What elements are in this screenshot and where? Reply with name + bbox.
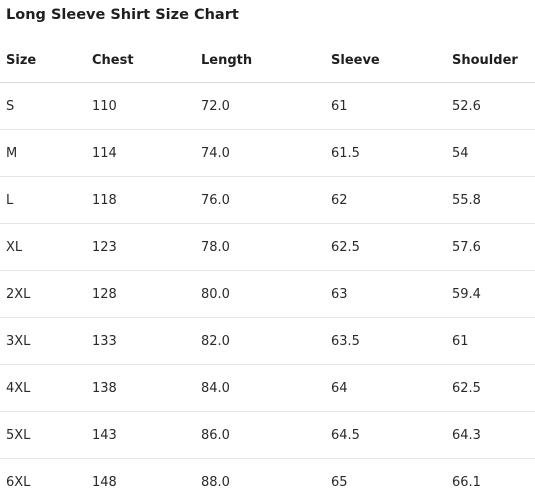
cell-shoulder: 52.6 [446,82,535,130]
cell-length: 74.0 [195,129,325,177]
table-header-row: Size Chest Length Sleeve Shoulder [0,38,535,83]
cell-shoulder: 55.8 [446,176,535,224]
cell-size: 5XL [0,411,86,459]
cell-chest: 148 [92,474,117,490]
cell-sleeve: 64.5 [325,411,446,459]
cell-length: 84.0 [195,364,325,412]
cell-length: 86.0 [195,411,325,459]
cell-length: 72.0 [195,82,325,130]
cell-chest: 114 [86,129,195,177]
cell-size: XL [0,223,86,271]
page-title: Long Sleeve Shirt Size Chart [6,7,239,23]
cell-chest: 123 [86,223,195,271]
header-size: Size [0,38,86,83]
cell-shoulder: 64.3 [446,411,535,459]
cell-length: 76.0 [195,176,325,224]
table-row: XL 123 78.0 62.5 57.6 [0,223,535,271]
cell-size: 6XL [6,474,31,490]
table-row: L 118 76.0 62 55.8 [0,176,535,224]
table-row: 6XL 148 88.0 65 66.1 [0,459,535,503]
cell-chest: 110 [86,82,195,130]
header-chest: Chest [86,38,195,83]
cell-chest: 143 [86,411,195,459]
cell-length: 80.0 [195,270,325,318]
table-row: M 114 74.0 61.5 54 [0,129,535,177]
header-shoulder: Shoulder [446,38,535,83]
header-sleeve: Sleeve [325,38,446,83]
cell-sleeve: 62 [325,176,446,224]
cell-chest: 118 [86,176,195,224]
cell-length: 82.0 [195,317,325,365]
cell-sleeve: 65 [331,474,348,490]
cell-sleeve: 63.5 [325,317,446,365]
cell-shoulder: 61 [446,317,535,365]
cell-size: 3XL [0,317,86,365]
cell-size: L [0,176,86,224]
table-row: 4XL 138 84.0 64 62.5 [0,364,535,412]
table-row: 3XL 133 82.0 63.5 61 [0,317,535,365]
cell-shoulder: 57.6 [446,223,535,271]
cell-length: 78.0 [195,223,325,271]
cell-sleeve: 61 [325,82,446,130]
cell-length: 88.0 [201,474,230,490]
cell-shoulder: 62.5 [446,364,535,412]
header-length: Length [195,38,325,83]
cell-chest: 133 [86,317,195,365]
table-row: S 110 72.0 61 52.6 [0,82,535,130]
cell-size: M [0,129,86,177]
size-chart-table: Size Chest Length Sleeve Shoulder S 110 … [0,38,535,503]
table-row: 5XL 143 86.0 64.5 64.3 [0,411,535,459]
cell-sleeve: 62.5 [325,223,446,271]
cell-shoulder: 66.1 [452,474,481,490]
cell-size: 4XL [0,364,86,412]
cell-size: 2XL [0,270,86,318]
cell-sleeve: 61.5 [325,129,446,177]
cell-chest: 138 [86,364,195,412]
cell-sleeve: 64 [325,364,446,412]
cell-chest: 128 [86,270,195,318]
cell-sleeve: 63 [325,270,446,318]
cell-shoulder: 59.4 [446,270,535,318]
table-row: 2XL 128 80.0 63 59.4 [0,270,535,318]
cell-size: S [0,82,86,130]
cell-shoulder: 54 [446,129,535,177]
